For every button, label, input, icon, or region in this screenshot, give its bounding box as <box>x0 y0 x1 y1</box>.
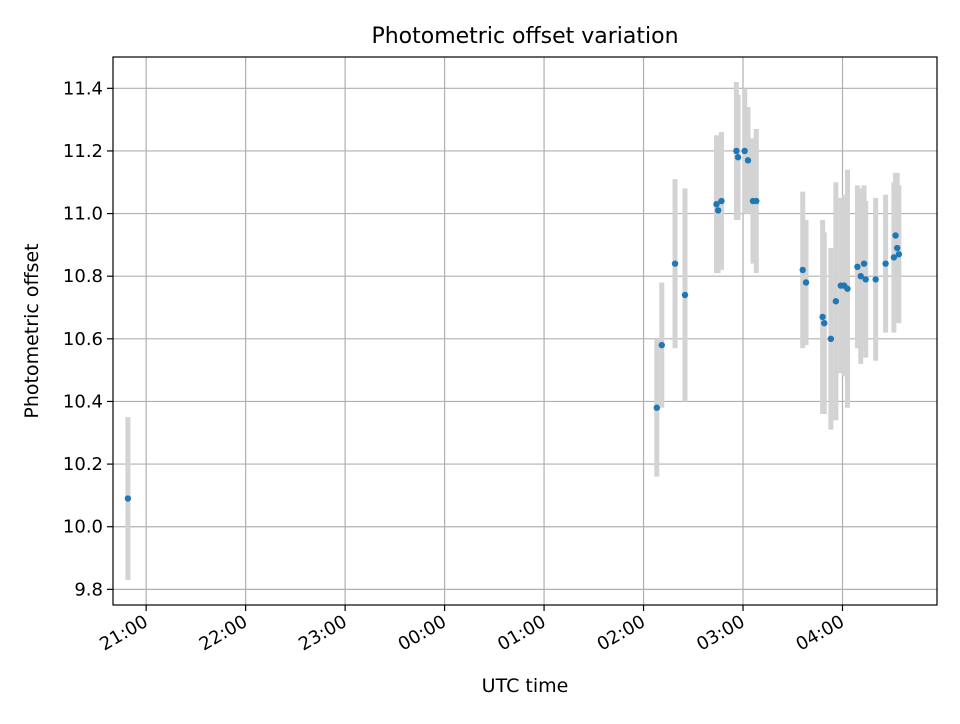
chart-title: Photometric offset variation <box>371 24 678 49</box>
data-point <box>802 279 810 286</box>
data-point <box>860 260 868 267</box>
y-tick-label: 11.4 <box>63 78 103 99</box>
data-point <box>894 244 901 252</box>
data-point <box>714 207 722 214</box>
grid-lines <box>113 57 937 605</box>
data-point <box>882 260 889 267</box>
x-tick-label: 23:00 <box>295 611 350 655</box>
x-axis-label: UTC time <box>482 675 569 697</box>
data-point <box>844 285 851 292</box>
data-point <box>821 319 828 327</box>
data-point <box>890 254 898 261</box>
data-points <box>124 147 903 502</box>
y-tick-label: 10.6 <box>63 329 103 350</box>
data-point <box>734 154 742 161</box>
x-tick-label: 01:00 <box>494 611 549 655</box>
data-point <box>718 197 725 205</box>
data-point <box>895 251 903 258</box>
y-tick-label: 10.8 <box>63 266 103 287</box>
y-tick-label: 10.0 <box>63 517 103 538</box>
x-tick-label: 04:00 <box>793 611 848 655</box>
data-point <box>658 341 665 349</box>
x-tick-label: 02:00 <box>594 611 649 655</box>
x-tick-label: 03:00 <box>693 611 748 655</box>
data-point <box>733 147 740 155</box>
data-point <box>671 260 679 267</box>
data-point <box>741 147 748 155</box>
x-axis-ticks: 21:00 22:00 23:00 00:00 01:00 02:00 03:00 04:00 <box>96 605 848 655</box>
data-point <box>753 197 760 205</box>
data-point <box>744 157 752 164</box>
data-point <box>681 291 689 299</box>
y-tick-label: 9.8 <box>74 579 103 600</box>
data-point <box>892 232 899 239</box>
data-point <box>819 313 826 321</box>
plot-frame <box>112 56 938 606</box>
y-tick-label: 11.2 <box>63 141 103 162</box>
data-point <box>872 276 879 283</box>
data-point <box>832 298 840 305</box>
y-tick-label: 10.4 <box>63 391 103 412</box>
x-tick-label: 22:00 <box>196 611 251 655</box>
y-axis-ticks: 9.8 10.0 10.2 10.4 10.6 10.8 11.0 11.2 11.4 <box>63 78 113 600</box>
data-point <box>713 200 720 208</box>
data-point <box>124 495 132 502</box>
data-point <box>862 276 869 283</box>
x-tick-label: 21:00 <box>96 611 151 655</box>
error-bars <box>125 82 902 580</box>
data-point <box>857 273 864 280</box>
data-point <box>854 263 861 271</box>
x-tick-label: 00:00 <box>395 611 450 655</box>
y-tick-label: 11.0 <box>63 204 103 225</box>
data-point <box>799 266 806 274</box>
data-point <box>653 404 661 411</box>
y-tick-label: 10.2 <box>63 454 103 475</box>
data-point <box>827 335 835 343</box>
y-axis-label: Photometric offset <box>21 243 43 418</box>
